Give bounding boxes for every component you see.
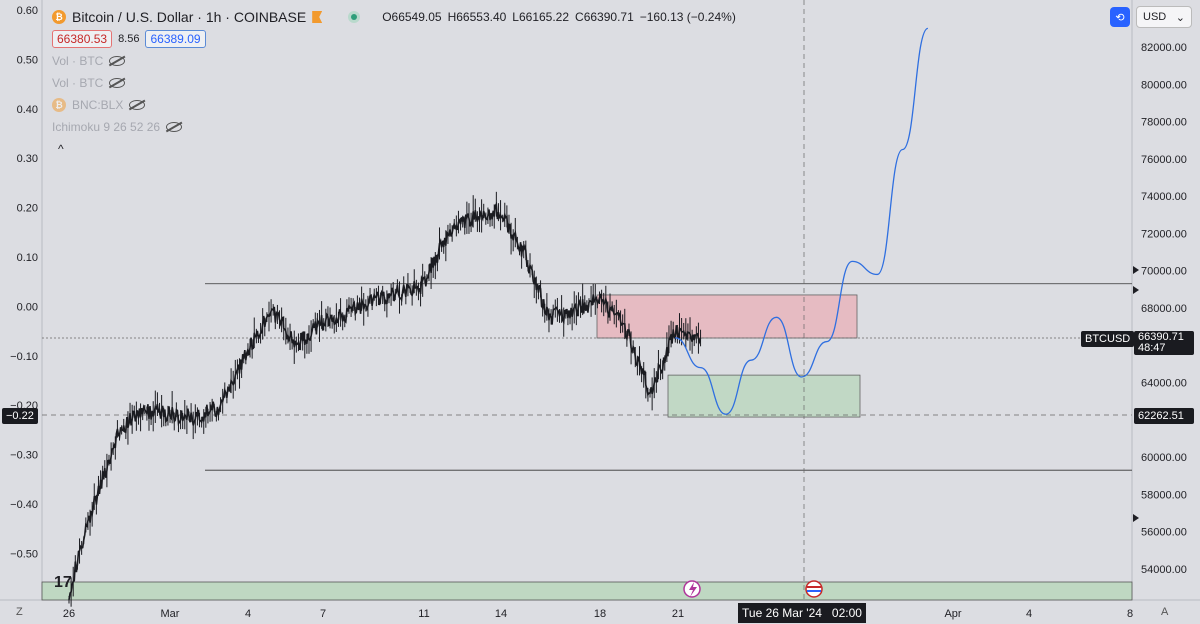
- ohlc-close: C66390.71: [575, 10, 634, 24]
- price-series-line[interactable]: [68, 201, 702, 600]
- right-axis-tick: 56000.00: [1141, 527, 1187, 539]
- right-axis-tick: 76000.00: [1141, 154, 1187, 166]
- axis-marker-icon: [1133, 266, 1139, 274]
- left-axis-tick: 0.00: [17, 301, 38, 313]
- demand-zone[interactable]: [667, 374, 861, 418]
- chart-legend: ₿ Bitcoin / U.S. Dollar · 1h · COINBASE …: [52, 6, 736, 138]
- crosshair-date-tag: Tue 26 Mar '24 02:00: [738, 603, 866, 623]
- left-axis-tick: 0.50: [17, 54, 38, 66]
- buy-price-button[interactable]: 66389.09: [145, 30, 206, 48]
- time-axis-tick: Mar: [161, 608, 180, 620]
- supply-zone[interactable]: [596, 294, 858, 339]
- us-flag-event-icon[interactable]: [805, 580, 823, 598]
- last-price-value: 66390.71: [1138, 331, 1184, 343]
- right-axis-tick: 74000.00: [1141, 191, 1187, 203]
- time-axis-tick: 4: [245, 608, 251, 620]
- axis-marker-icon: [1133, 514, 1139, 522]
- hidden-eye-icon[interactable]: [129, 100, 146, 110]
- flag-icon[interactable]: [312, 11, 323, 23]
- time-axis-tick: Apr: [944, 608, 961, 620]
- currency-select[interactable]: USD ⌄: [1136, 6, 1192, 28]
- right-axis-tick: 80000.00: [1141, 79, 1187, 91]
- right-axis-tick: 82000.00: [1141, 42, 1187, 54]
- left-axis-tick: 0.10: [17, 252, 38, 264]
- time-axis-tick: 8: [1127, 608, 1133, 620]
- ohlc-high: H66553.40: [447, 10, 507, 24]
- left-axis-crosshair-tag: −0.22: [2, 408, 38, 424]
- time-axis-tick: 4: [1026, 608, 1032, 620]
- indicator-label: Ichimoku 9 26 52 26: [52, 120, 161, 134]
- hidden-eye-icon[interactable]: [109, 56, 126, 66]
- market-status-icon[interactable]: [348, 11, 361, 23]
- bottom-range-zone: [41, 581, 1133, 601]
- time-axis-tick: 18: [594, 608, 606, 620]
- countdown-value: 48:47: [1138, 342, 1166, 354]
- ohlc-change: −160.13 (−0.24%): [639, 10, 736, 24]
- right-axis-tick: 54000.00: [1141, 564, 1187, 576]
- time-axis-tick: 7: [320, 608, 326, 620]
- symbol-title[interactable]: Bitcoin / U.S. Dollar · 1h · COINBASE: [72, 9, 307, 25]
- top-right-controls: ⟲ USD ⌄: [1110, 6, 1192, 28]
- ohlc-open: O66549.05: [382, 10, 442, 24]
- right-axis-tick: 60000.00: [1141, 452, 1187, 464]
- time-axis-tick: 21: [672, 608, 684, 620]
- indicator-vol-1[interactable]: Vol · BTC: [52, 50, 736, 72]
- projection-path[interactable]: [675, 27, 929, 415]
- ohlc-low: L66165.22: [512, 10, 570, 24]
- axis-marker-icon: [1133, 286, 1139, 294]
- right-axis-tick: 72000.00: [1141, 228, 1187, 240]
- sell-price-button[interactable]: 66380.53: [52, 30, 113, 48]
- right-axis-tick: 64000.00: [1141, 378, 1187, 390]
- hidden-eye-icon[interactable]: [109, 78, 126, 88]
- indicator-ichimoku[interactable]: Ichimoku 9 26 52 26: [52, 116, 736, 138]
- bitcoin-icon: ₿: [52, 10, 66, 24]
- zoom-button[interactable]: Z: [16, 606, 23, 618]
- left-axis-tick: −0.30: [10, 450, 38, 462]
- left-axis-tick: 0.30: [17, 153, 38, 165]
- right-axis-tick: 78000.00: [1141, 117, 1187, 129]
- currency-value: USD: [1143, 11, 1167, 23]
- right-axis-tick: 58000.00: [1141, 489, 1187, 501]
- bitcoin-icon: ₿: [52, 98, 66, 112]
- symbol-row: ₿ Bitcoin / U.S. Dollar · 1h · COINBASE …: [52, 6, 736, 28]
- indicator-blx[interactable]: ₿ BNC:BLX: [52, 94, 736, 116]
- time-axis-tick: 14: [495, 608, 507, 620]
- chevron-down-icon: ⌄: [1175, 11, 1185, 24]
- indicator-label: BNC:BLX: [72, 98, 124, 112]
- right-axis-tick: 70000.00: [1141, 266, 1187, 278]
- left-axis-tick: −0.50: [10, 548, 38, 560]
- indicator-label: Vol · BTC: [52, 76, 104, 90]
- symbol-tag: BTCUSD: [1081, 331, 1135, 347]
- left-axis-tick: 0.60: [17, 5, 38, 17]
- right-axis-tick: 68000.00: [1141, 303, 1187, 315]
- auto-scale-button[interactable]: A: [1161, 606, 1169, 618]
- time-axis-tick: 11: [418, 608, 429, 620]
- time-axis-tick: 26: [63, 608, 75, 620]
- left-axis-tick: −0.40: [10, 499, 38, 511]
- collapse-legend-icon[interactable]: ^: [58, 142, 64, 156]
- hidden-eye-icon[interactable]: [166, 122, 183, 132]
- left-axis-tick: 0.20: [17, 203, 38, 215]
- tradingview-logo[interactable]: 17: [54, 574, 72, 591]
- compare-icon[interactable]: ⟲: [1110, 7, 1130, 27]
- crosshair-time: 02:00: [831, 606, 862, 620]
- indicator-label: Vol · BTC: [52, 54, 104, 68]
- last-price-tag: 66390.71 48:47: [1134, 331, 1194, 355]
- crosshair-price-tag: 62262.51: [1134, 408, 1194, 424]
- bid-ask-row: 66380.53 8.56 66389.09: [52, 28, 736, 50]
- left-axis-tick: 0.40: [17, 104, 38, 116]
- left-axis-tick: −0.10: [10, 351, 38, 363]
- spread-value: 8.56: [118, 33, 140, 45]
- indicator-vol-2[interactable]: Vol · BTC: [52, 72, 736, 94]
- lightning-glyph: [689, 582, 697, 597]
- crosshair-date: Tue 26 Mar '24: [742, 606, 822, 620]
